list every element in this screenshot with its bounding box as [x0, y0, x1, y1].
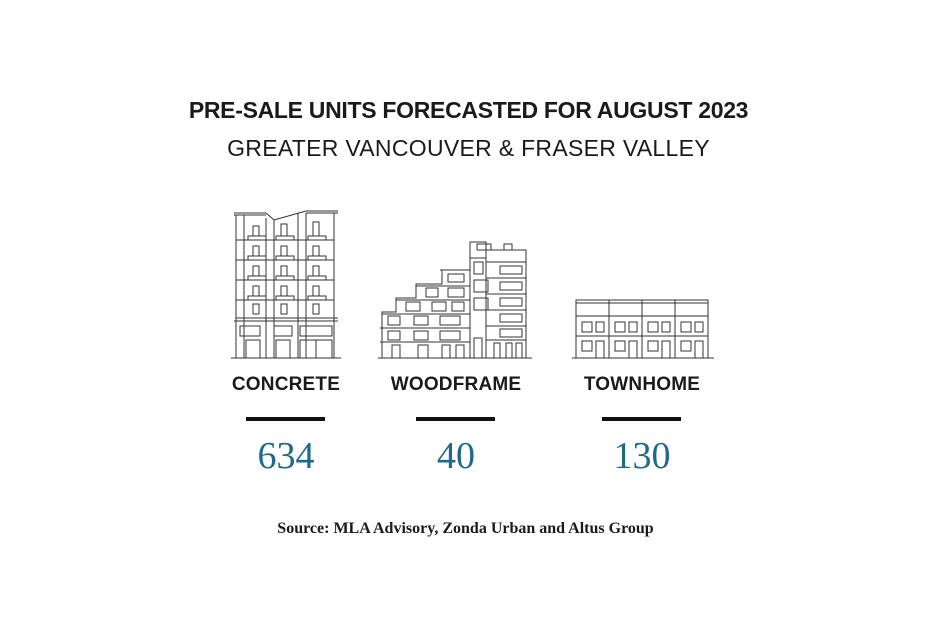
category-value: 634 — [257, 435, 315, 477]
category-concrete: CONCRETE 634 — [186, 200, 386, 490]
category-label: TOWNHOME — [583, 374, 701, 395]
source-note: Source: MLA Advisory, Zonda Urban and Al… — [277, 520, 654, 537]
category-woodframe: WOODFRAME 40 — [356, 200, 556, 490]
page-title: PRE-SALE UNITS FORECASTED FOR AUGUST 202… — [188, 97, 749, 123]
category-value: 40 — [437, 435, 475, 477]
page-subtitle: GREATER VANCOUVER & FRASER VALLEY — [227, 135, 710, 161]
divider-rule — [416, 417, 495, 421]
townhome-row-icon — [542, 200, 742, 365]
category-value: 130 — [613, 435, 671, 477]
divider-rule — [246, 417, 325, 421]
category-label: WOODFRAME — [390, 374, 522, 395]
woodframe-building-icon — [356, 200, 556, 365]
concrete-tower-icon — [186, 200, 386, 365]
category-label: CONCRETE — [231, 374, 341, 395]
divider-rule — [602, 417, 681, 421]
category-townhome: TOWNHOME 130 — [542, 200, 742, 490]
